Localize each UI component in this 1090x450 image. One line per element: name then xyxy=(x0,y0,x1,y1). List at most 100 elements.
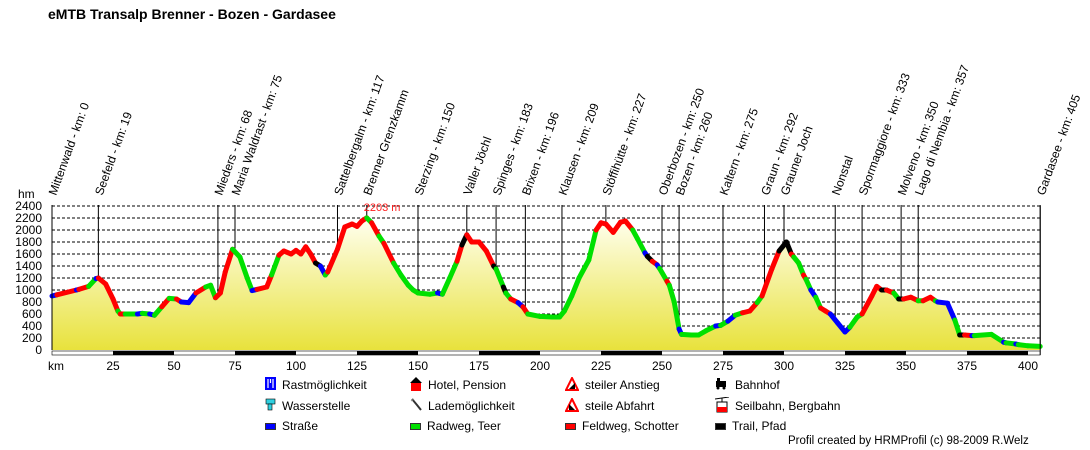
waypoint-label: Kaltern - km: 275 xyxy=(717,106,762,197)
surface-trail-swatch xyxy=(715,422,726,430)
profile-segment xyxy=(454,242,465,264)
km-bar-segment xyxy=(723,351,784,355)
profile-segment xyxy=(222,246,236,275)
legend-item: Hotel, Pension xyxy=(410,376,507,394)
profile-segment xyxy=(586,227,599,263)
profile-segment xyxy=(381,240,397,266)
fork-knife-icon xyxy=(265,377,276,393)
profile-segment xyxy=(54,287,79,298)
km-bar-segment xyxy=(235,351,296,355)
legend-label: steiler Anstieg xyxy=(585,378,660,392)
legend-item: Seilbahn, Bergbahn xyxy=(714,396,840,414)
charging-plug-icon xyxy=(410,398,422,414)
legend-item: Rastmöglichkeit xyxy=(265,377,367,393)
chart-title: eMTB Transalp Brenner - Bozen - Gardasee xyxy=(48,6,336,22)
profile-segment xyxy=(439,275,453,297)
profile-segment xyxy=(217,269,228,296)
y-tick-label: 600 xyxy=(22,307,42,321)
legend-label: Trail, Pfad xyxy=(732,419,787,433)
profile-segment xyxy=(576,257,592,281)
waypoint-label: Seefeld - km: 19 xyxy=(92,110,135,197)
legend-item: steile Abfahrt xyxy=(564,396,655,415)
y-tick-label: 0 xyxy=(35,343,42,357)
legend-item: Feldweg, Schotter xyxy=(565,418,679,434)
legend-label: Feldweg, Schotter xyxy=(582,419,679,433)
legend-item: Wasserstelle xyxy=(265,398,350,414)
x-tick-label: 375 xyxy=(957,359,977,373)
x-tick-label: 225 xyxy=(591,359,611,373)
profile-segment xyxy=(952,317,963,338)
profile-segment xyxy=(666,282,677,305)
profile-segment xyxy=(369,220,382,239)
x-tick-label: 200 xyxy=(530,359,550,373)
waypoint-label: Sterzing - km: 150 xyxy=(412,100,459,197)
profile-segment xyxy=(447,258,460,281)
y-tick-label: 400 xyxy=(22,319,42,333)
legend-item: Bahnhof xyxy=(715,377,780,393)
train-icon xyxy=(715,377,729,393)
profile-segment xyxy=(493,266,506,290)
legend-item: Trail, Pfad xyxy=(715,418,786,434)
max-elevation-label: 2203 m xyxy=(364,202,401,214)
waypoint-label: Stöffihütte - km: 227 xyxy=(600,91,650,197)
profile-segment xyxy=(569,275,582,299)
y-tick-label: 200 xyxy=(22,331,42,345)
y-axis-label: hm xyxy=(18,187,35,201)
profile-segment xyxy=(671,299,682,332)
water-tap-icon xyxy=(265,398,276,414)
y-tick-label: 2400 xyxy=(15,199,42,213)
x-tick-label: 400 xyxy=(1018,359,1038,373)
waypoint-label: Klausen - km: 209 xyxy=(556,101,602,197)
profile-segment xyxy=(859,293,875,317)
y-tick-label: 2000 xyxy=(15,223,42,237)
y-tick-label: 2200 xyxy=(15,211,42,225)
surface-road-swatch xyxy=(265,422,276,430)
legend-label: Bahnhof xyxy=(735,378,780,392)
profile-segment xyxy=(1025,343,1043,349)
x-tick-label: 300 xyxy=(774,359,794,373)
profile-segment xyxy=(325,246,340,275)
legend-label: Hotel, Pension xyxy=(428,378,507,392)
legend-label: Straße xyxy=(282,419,319,433)
km-bar-segment xyxy=(967,351,1028,355)
km-bar-segment xyxy=(845,351,906,355)
profile-segment xyxy=(944,300,958,323)
credit-text: Profil created by HRMProfil (c) 98-2009 … xyxy=(788,435,1029,447)
surface-cycleway-swatch xyxy=(410,422,421,430)
km-bar-segment xyxy=(479,351,540,355)
km-bar-segment xyxy=(357,351,418,355)
x-axis-label: km xyxy=(48,359,64,373)
profile-segment xyxy=(237,254,250,281)
legend-label: Wasserstelle xyxy=(282,399,351,413)
y-tick-label: 1000 xyxy=(15,283,42,297)
y-tick-label: 800 xyxy=(22,295,42,309)
legend-item: Lademöglichkeit xyxy=(410,398,515,414)
legend-label: Rastmöglichkeit xyxy=(282,378,367,392)
y-tick-label: 1200 xyxy=(15,271,42,285)
profile-segment xyxy=(103,281,116,302)
house-icon xyxy=(410,376,422,394)
steep-ascent-warning-icon xyxy=(564,375,580,394)
profile-segment xyxy=(759,266,775,299)
km-bar-segment xyxy=(601,351,662,355)
x-tick-label: 175 xyxy=(469,359,489,373)
waypoint-label: Valler Jöchl xyxy=(460,135,494,197)
steep-descent-warning-icon xyxy=(564,396,580,415)
profile-segment xyxy=(269,252,282,278)
surface-gravel-swatch xyxy=(565,422,576,430)
legend-label: steile Abfahrt xyxy=(585,399,655,413)
x-tick-label: 25 xyxy=(106,359,120,373)
elevation-area xyxy=(52,217,1041,350)
km-bar-segment xyxy=(113,351,174,355)
x-tick-label: 350 xyxy=(896,359,916,373)
legend-label: Lademöglichkeit xyxy=(428,399,515,413)
x-tick-label: 50 xyxy=(167,359,181,373)
x-tick-label: 125 xyxy=(347,359,367,373)
x-tick-label: 100 xyxy=(286,359,306,373)
x-tick-label: 150 xyxy=(408,359,428,373)
profile-segment xyxy=(635,236,648,256)
legend-label: Radweg, Teer xyxy=(427,419,501,433)
profile-segment xyxy=(334,224,348,252)
waypoint-label: Nonstal xyxy=(829,154,856,197)
profile-segment xyxy=(971,331,994,339)
